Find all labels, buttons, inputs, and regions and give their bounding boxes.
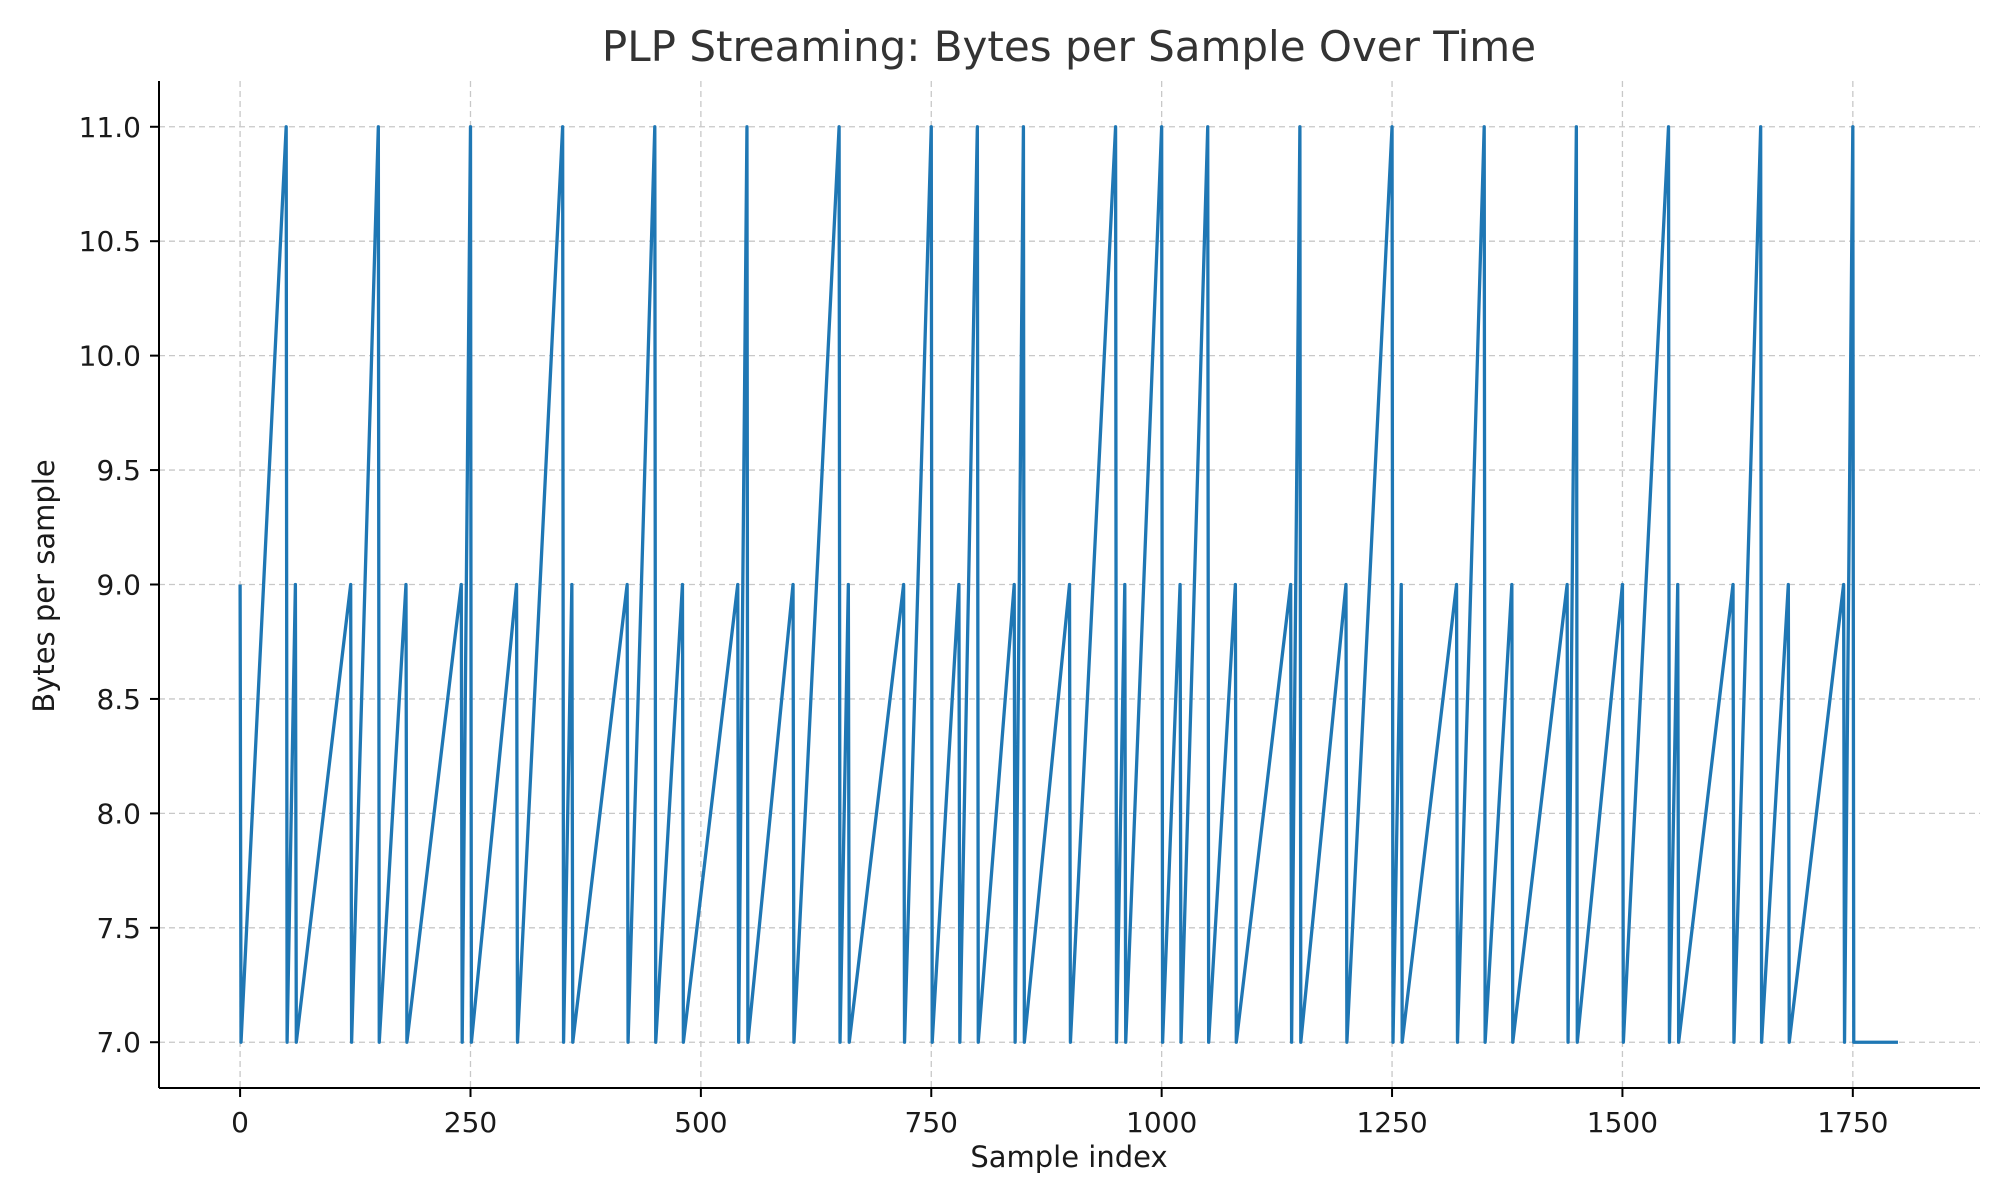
- y-tick-label: 10.5: [79, 225, 141, 258]
- y-tick-label: 7.5: [96, 912, 141, 945]
- x-tick-label: 1750: [1817, 1106, 1888, 1139]
- y-tick-label: 9.0: [96, 569, 141, 602]
- y-tick-label: 8.5: [96, 683, 141, 716]
- y-tick-label: 11.0: [79, 111, 141, 144]
- y-tick-label: 9.5: [96, 454, 141, 487]
- x-tick-label: 500: [674, 1106, 727, 1139]
- x-axis-ticks: 0 250 500 750 1000 1250 1500 1750: [231, 1088, 1888, 1139]
- plot-area: [238, 125, 1898, 1044]
- x-tick-label: 1250: [1356, 1106, 1427, 1139]
- x-tick-label: 250: [444, 1106, 497, 1139]
- x-axis-label: Sample index: [970, 1140, 1167, 1174]
- x-tick-label: 1000: [1126, 1106, 1197, 1139]
- x-tick-label: 750: [905, 1106, 958, 1139]
- x-tick-label: 0: [231, 1106, 249, 1139]
- y-tick-label: 7.0: [96, 1026, 141, 1059]
- chart-title: PLP Streaming: Bytes per Sample Over Tim…: [602, 22, 1536, 71]
- series-line: [238, 125, 1898, 1044]
- y-tick-label: 10.0: [79, 340, 141, 373]
- y-axis-ticks: 7.0 7.5 8.0 8.5 9.0 9.5 10.0 10.5 11.0: [79, 111, 159, 1059]
- y-axis-label: Bytes per sample: [27, 459, 61, 712]
- x-tick-label: 1500: [1587, 1106, 1658, 1139]
- y-tick-label: 8.0: [96, 797, 141, 830]
